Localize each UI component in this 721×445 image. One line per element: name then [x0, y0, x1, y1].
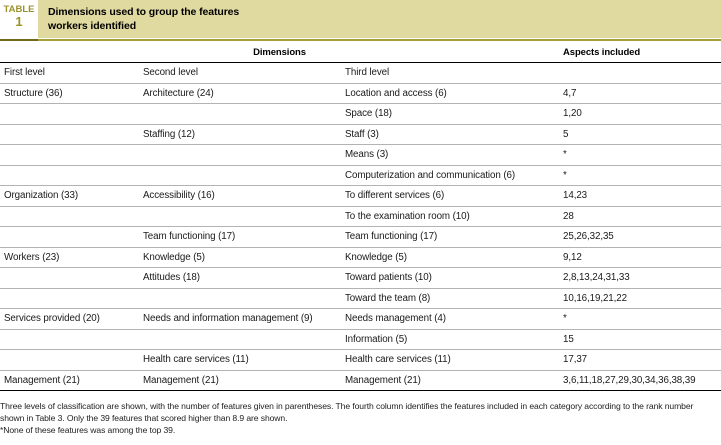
- second-level-header: Second level: [143, 67, 198, 79]
- cell-aspects: 28: [563, 210, 574, 222]
- table-label: TABLE 1: [0, 0, 38, 38]
- cell-second-level: Knowledge (5): [143, 251, 205, 263]
- footnote-general-note: Three levels of classification are shown…: [0, 401, 694, 424]
- cell-third-level: Knowledge (5): [345, 251, 407, 263]
- cell-third-level: Information (5): [345, 333, 408, 345]
- table-row: Space (18) 1,20: [0, 104, 721, 125]
- cell-first-level: Services provided (20): [4, 313, 100, 325]
- cell-first-level: Management (21): [4, 374, 80, 386]
- cell-second-level: Needs and information management (9): [143, 313, 313, 325]
- table-title-band: Dimensions used to group the features wo…: [38, 0, 721, 38]
- cell-aspects: *: [563, 313, 567, 325]
- cell-second-level: Attitudes (18): [143, 272, 200, 284]
- cell-second-level: Staffing (12): [143, 128, 195, 140]
- cell-third-level: Toward the team (8): [345, 292, 431, 304]
- table-row: Workers (23) Knowledge (5) Knowledge (5)…: [0, 248, 721, 268]
- cell-third-level: Computerization and communication (6): [345, 169, 516, 181]
- cell-aspects: 9,12: [563, 251, 582, 263]
- level-header-row: First level Second level Third level: [0, 63, 721, 84]
- cell-aspects: 10,16,19,21,22: [563, 292, 627, 304]
- table-title-line2: workers identified: [48, 19, 137, 32]
- table-row: Staffing (12) Staff (3) 5: [0, 125, 721, 145]
- cell-third-level: Staff (3): [345, 128, 379, 140]
- cell-third-level: Needs management (4): [345, 313, 446, 325]
- table-row: To the examination room (10) 28: [0, 207, 721, 227]
- dimensions-column-group-header: Dimensions: [253, 47, 306, 58]
- cell-aspects: 17,37: [563, 354, 588, 366]
- table-row: Toward the team (8) 10,16,19,21,22: [0, 289, 721, 309]
- cell-third-level: Location and access (6): [345, 87, 447, 99]
- table-footnote: Three levels of classification are shown…: [0, 400, 721, 436]
- third-level-header: Third level: [345, 67, 390, 79]
- cell-aspects: 2,8,13,24,31,33: [563, 272, 630, 284]
- cell-second-level: Management (21): [143, 374, 219, 386]
- table-body: First level Second level Third level Str…: [0, 63, 721, 391]
- table-row: Organization (33) Accessibility (16) To …: [0, 186, 721, 207]
- cell-third-level: To different services (6): [345, 190, 445, 202]
- table-row: Team functioning (17) Team functioning (…: [0, 227, 721, 248]
- cell-third-level: Management (21): [345, 374, 421, 386]
- table-label-number: 1: [15, 14, 23, 30]
- table-row: Means (3) *: [0, 145, 721, 166]
- cell-aspects: 4,7: [563, 87, 577, 99]
- first-level-header: First level: [4, 67, 45, 79]
- cell-third-level: To the examination room (10): [345, 210, 470, 222]
- column-group-header-row: Dimensions Aspects included: [0, 41, 721, 63]
- table-title: Dimensions used to group the features wo…: [48, 6, 721, 33]
- table-caption-bar: TABLE 1 Dimensions used to group the fea…: [0, 0, 721, 38]
- table-row: Structure (36) Architecture (24) Locatio…: [0, 84, 721, 104]
- cell-aspects: *: [563, 169, 567, 181]
- aspects-included-column-header: Aspects included: [563, 47, 641, 58]
- cell-aspects: 1,20: [563, 108, 582, 120]
- table-row: Health care services (11) Health care se…: [0, 350, 721, 371]
- cell-aspects: 25,26,32,35: [563, 231, 614, 243]
- cell-aspects: 14,23: [563, 190, 588, 202]
- cell-third-level: Toward patients (10): [345, 272, 432, 284]
- cell-second-level: Accessibility (16): [143, 190, 215, 202]
- footnote-asterisk-note: *None of these features was among the to…: [0, 425, 176, 436]
- table-label-word: TABLE: [3, 4, 35, 15]
- table-row: Information (5) 15: [0, 330, 721, 350]
- cell-aspects: 5: [563, 128, 569, 140]
- table-title-line1: Dimensions used to group the features: [48, 6, 240, 18]
- cell-aspects: 15: [563, 333, 574, 345]
- cell-third-level: Health care services (11): [345, 354, 451, 366]
- cell-third-level: Space (18): [345, 108, 392, 120]
- cell-first-level: Workers (23): [4, 251, 60, 263]
- cell-third-level: Means (3): [345, 149, 389, 161]
- cell-first-level: Structure (36): [4, 87, 63, 99]
- cell-third-level: Team functioning (17): [345, 231, 438, 243]
- cell-first-level: Organization (33): [4, 190, 78, 202]
- cell-aspects: 3,6,11,18,27,29,30,34,36,38,39: [563, 374, 696, 386]
- table-row: Computerization and communication (6) *: [0, 166, 721, 186]
- cell-second-level: Architecture (24): [143, 87, 214, 99]
- cell-aspects: *: [563, 149, 567, 161]
- table-row: Attitudes (18) Toward patients (10) 2,8,…: [0, 268, 721, 289]
- table-row: Management (21) Management (21) Manageme…: [0, 371, 721, 391]
- caption-divider-rule: [0, 39, 721, 41]
- cell-second-level: Health care services (11): [143, 354, 249, 366]
- table-row: Services provided (20) Needs and informa…: [0, 309, 721, 330]
- cell-second-level: Team functioning (17): [143, 231, 236, 243]
